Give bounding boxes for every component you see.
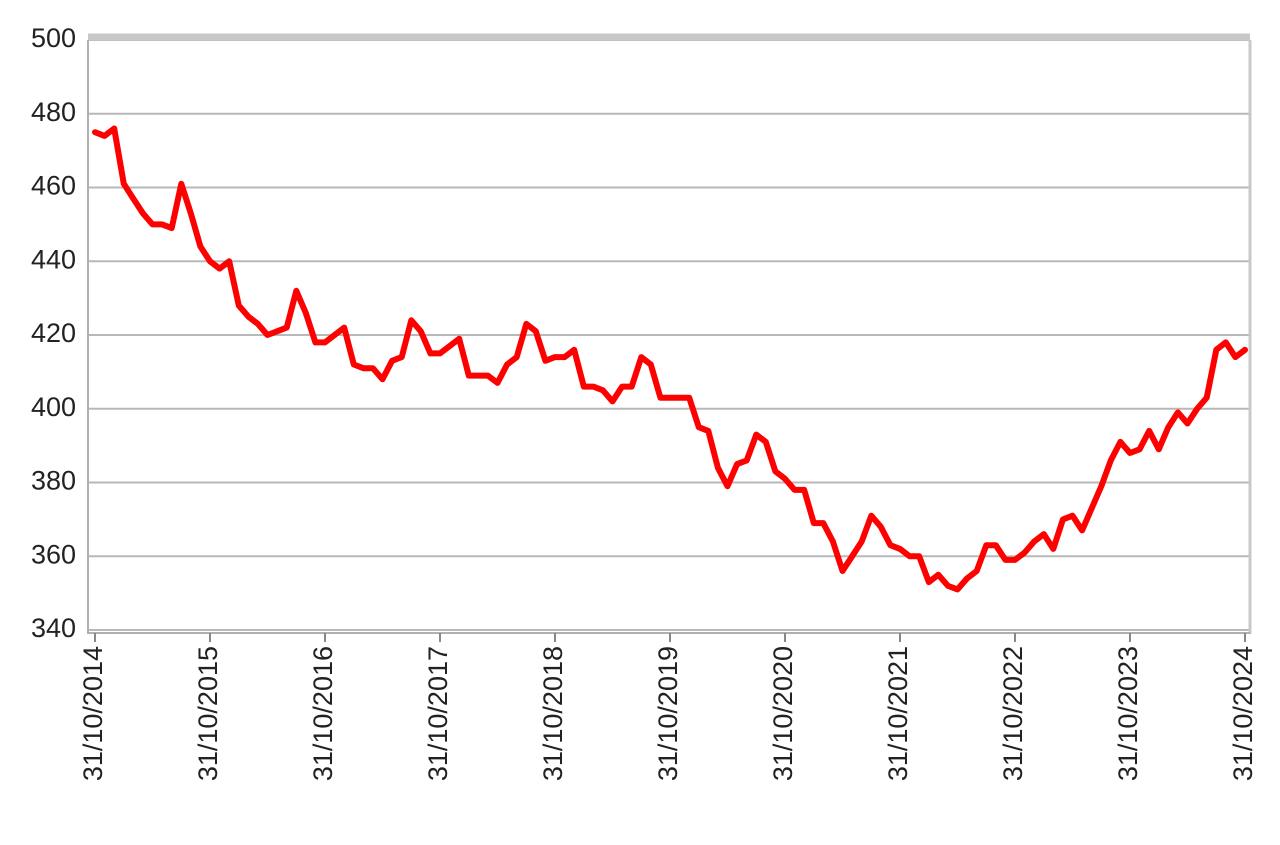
y-tick-label: 360 bbox=[31, 539, 76, 569]
data-line bbox=[92, 125, 1248, 593]
x-tick-label: 31/10/2016 bbox=[308, 646, 338, 781]
y-tick-label: 420 bbox=[31, 318, 76, 348]
y-tick-label: 340 bbox=[31, 613, 76, 643]
x-tick-label: 31/10/2019 bbox=[653, 646, 683, 781]
y-tick-label: 400 bbox=[31, 392, 76, 422]
y-tick-label: 500 bbox=[31, 23, 76, 53]
y-tick-label: 440 bbox=[31, 244, 76, 274]
y-tick-label: 460 bbox=[31, 171, 76, 201]
x-tick-label: 31/10/2023 bbox=[1113, 646, 1143, 781]
x-tick-label: 31/10/2017 bbox=[423, 646, 453, 781]
x-tick-label: 31/10/2024 bbox=[1228, 646, 1258, 781]
x-tick-label: 31/10/2018 bbox=[538, 646, 568, 781]
x-tick-label: 31/10/2014 bbox=[78, 646, 108, 781]
x-tick-label: 31/10/2021 bbox=[883, 646, 913, 781]
y-tick-label: 380 bbox=[31, 466, 76, 496]
x-tick-label: 31/10/2022 bbox=[998, 646, 1028, 781]
x-tick-label: 31/10/2015 bbox=[193, 646, 223, 781]
y-tick-label: 480 bbox=[31, 97, 76, 127]
x-tick-label: 31/10/2020 bbox=[768, 646, 798, 781]
